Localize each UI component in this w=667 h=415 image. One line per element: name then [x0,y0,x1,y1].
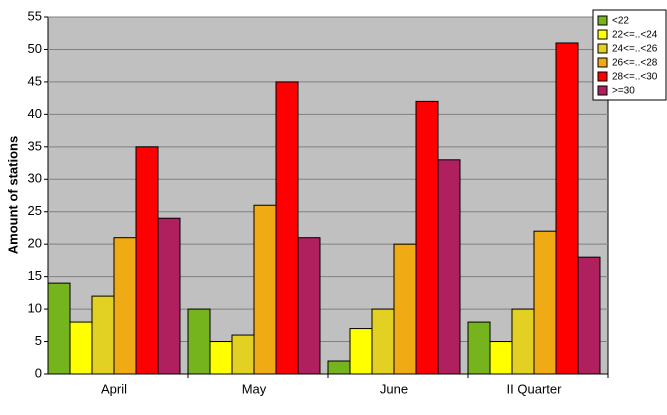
y-tick-label: 50 [28,41,42,56]
bar [555,42,579,375]
legend-label: 26<=..<28 [612,58,658,69]
y-tick-label: 10 [28,301,42,316]
bar [253,204,277,375]
x-tick-label: April [101,381,127,396]
legend-label: >=30 [612,86,635,97]
y-tick-label: 55 [28,8,42,23]
bar [187,308,211,375]
bar [69,321,93,375]
x-tick-label: May [242,381,267,396]
bar [231,334,255,375]
legend-label: <22 [612,16,629,27]
legend: <22 22<=..<24 24<=..<26 26<=..<28 28<=..<30 >… [592,9,667,101]
legend-label: 28<=..<30 [612,72,658,83]
bar [533,230,557,375]
y-tick-label: 30 [28,171,42,186]
bar [275,81,299,375]
legend-label: 22<=..<24 [612,30,658,41]
legend-label: 24<=..<26 [612,44,658,55]
bar [577,256,601,375]
bar [209,341,233,375]
legend-swatch [597,43,608,54]
bar [91,295,115,375]
bar [489,341,513,375]
bar [135,146,159,375]
bar [393,243,417,375]
y-tick-label: 45 [28,73,42,88]
y-tick-label: 0 [35,365,42,380]
bar [467,321,491,375]
legend-swatch [597,71,608,82]
y-tick-label: 40 [28,106,42,121]
bar [297,237,321,375]
y-tick-label: 5 [35,333,42,348]
legend-swatch [597,85,608,96]
bar [327,360,351,375]
bar [113,237,137,375]
y-tick-label: 35 [28,138,42,153]
bar [47,282,71,375]
x-tick-label: June [380,381,408,396]
y-tick-label: 25 [28,203,42,218]
bar [157,217,181,375]
bar [415,100,439,375]
x-tick-label: II Quarter [507,381,563,396]
bar [349,328,373,375]
y-tick-label: 20 [28,236,42,251]
legend-swatch [597,57,608,68]
legend-swatch [597,29,608,40]
y-axis-label: Amount of stations [5,136,20,254]
bar [511,308,535,375]
bar [437,159,461,375]
y-tick-label: 15 [28,268,42,283]
legend-swatch [597,15,608,26]
bar [371,308,395,375]
